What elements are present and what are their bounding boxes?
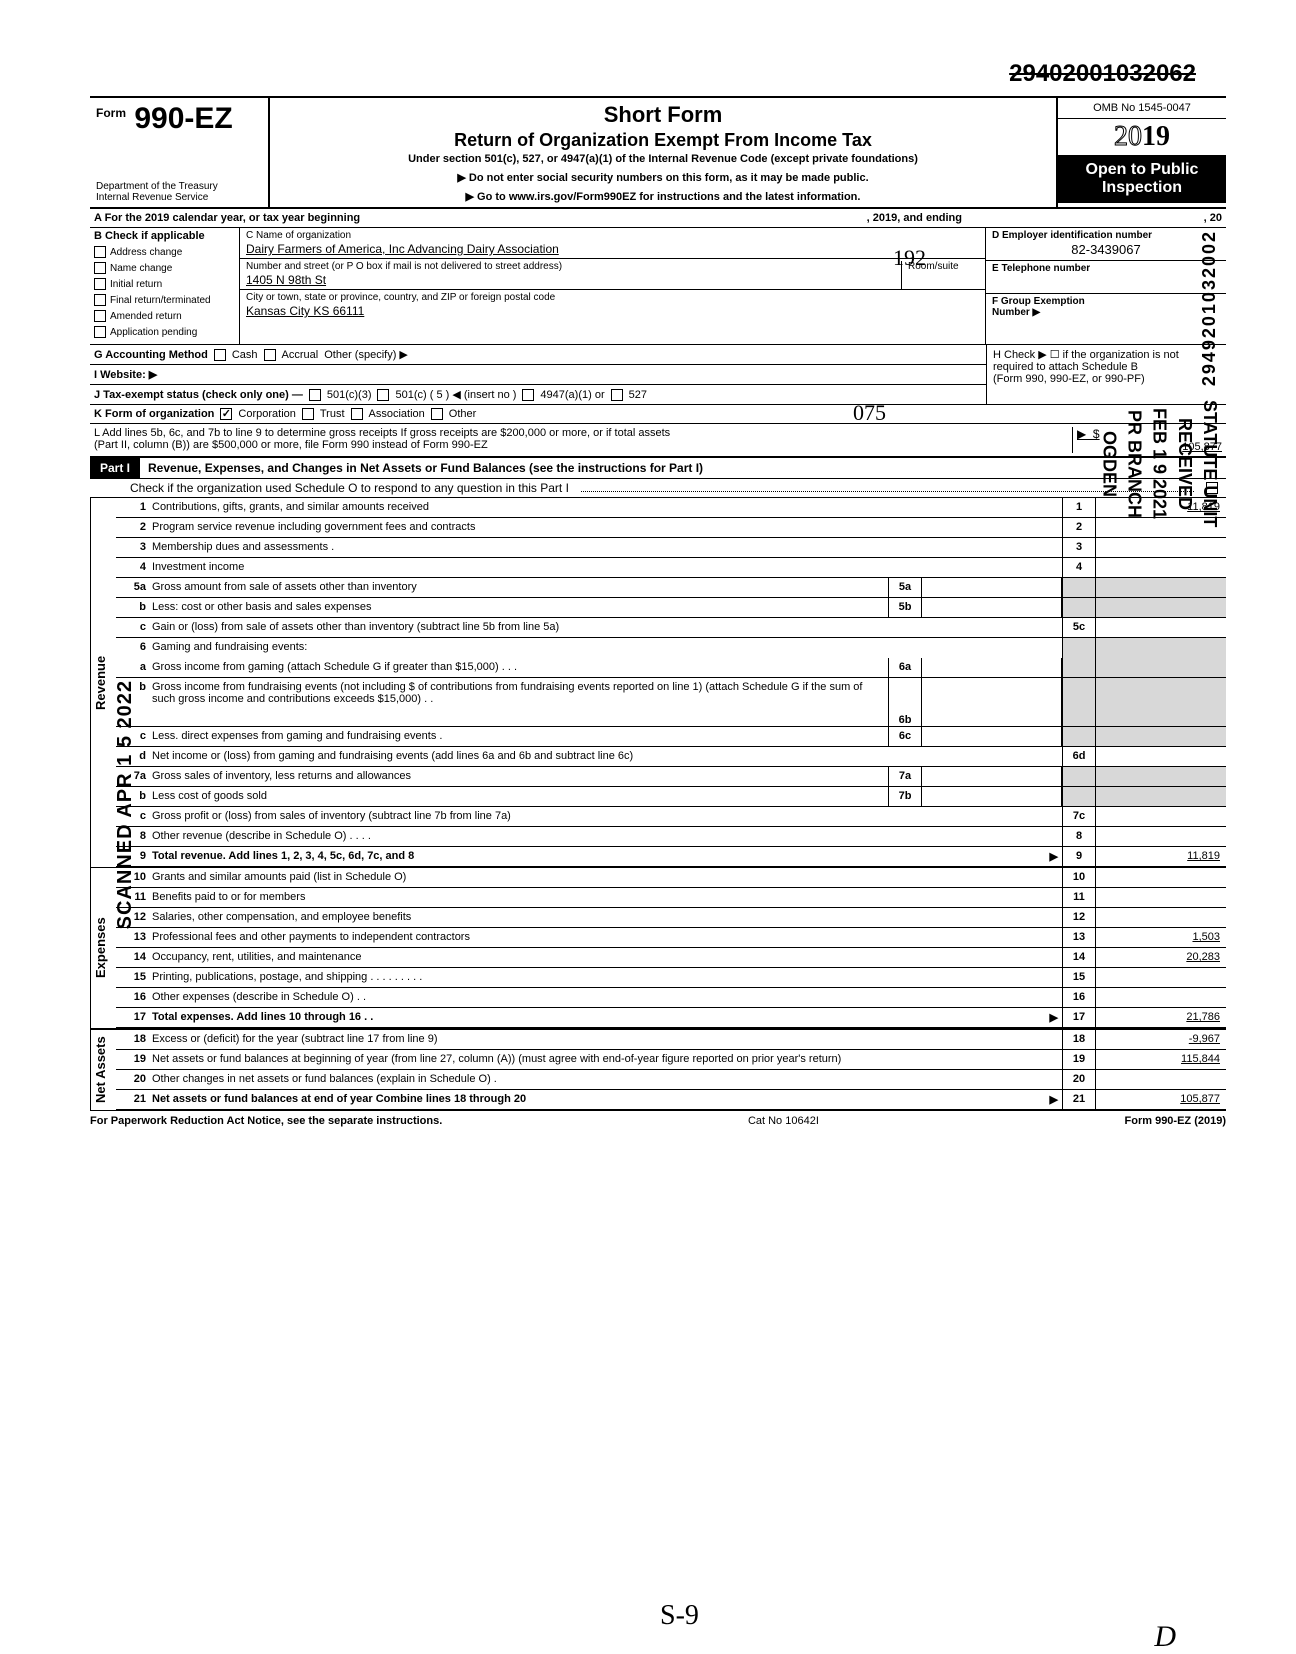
open-to-public: Open to Public Inspection xyxy=(1058,155,1226,203)
city-value: Kansas City KS 66111 xyxy=(246,304,979,318)
org-name-label: C Name of organization xyxy=(246,230,979,241)
street-value: 1405 N 98th St xyxy=(246,273,979,287)
chk-501c3[interactable] xyxy=(309,389,321,401)
form-number: Form 990-EZ xyxy=(96,102,262,136)
revenue-section: Revenue 1Contributions, gifts, grants, a… xyxy=(90,498,1226,867)
ein-label: D Employer identification number xyxy=(992,230,1220,241)
row-l-gross-receipts: L Add lines 5b, 6c, and 7b to line 9 to … xyxy=(90,424,1226,458)
title-return: Return of Organization Exempt From Incom… xyxy=(278,130,1048,151)
col-b-checkboxes: B Check if applicable Address change Nam… xyxy=(90,228,240,344)
side-code: 2949201032002 xyxy=(1199,230,1220,386)
chk-final-return[interactable]: Final return/terminated xyxy=(94,294,235,306)
part-1-schedule-o-check: Check if the organization used Schedule … xyxy=(90,479,1226,498)
chk-4947[interactable] xyxy=(522,389,534,401)
org-name-value: Dairy Farmers of America, Inc Advancing … xyxy=(246,242,979,256)
scanned-stamp: SCANNED APR 1 5 2022 xyxy=(114,680,137,929)
header-row: Form 990-EZ Department of the Treasury I… xyxy=(90,96,1226,209)
group-exemption-label: F Group ExemptionNumber ▶ xyxy=(992,296,1220,318)
handwriting-3: S-9 xyxy=(660,1600,699,1632)
chk-corporation[interactable] xyxy=(220,408,232,420)
phone-label: E Telephone number xyxy=(992,263,1220,274)
handwriting-1: 192 xyxy=(893,245,926,271)
street-label: Number and street (or P O box if mail is… xyxy=(246,261,979,272)
col-de: D Employer identification number 82-3439… xyxy=(986,228,1226,344)
chk-association[interactable] xyxy=(351,408,363,420)
chk-amended-return[interactable]: Amended return xyxy=(94,310,235,322)
chk-501c[interactable] xyxy=(377,389,389,401)
tax-year: 2019 xyxy=(1058,119,1226,155)
chk-cash[interactable] xyxy=(214,349,226,361)
ssn-warning: ▶ Do not enter social security numbers o… xyxy=(278,171,1048,184)
net-assets-section: Net Assets 18Excess or (deficit) for the… xyxy=(90,1028,1226,1110)
chk-other[interactable] xyxy=(431,408,443,420)
omb-number: OMB No 1545-0047 xyxy=(1058,98,1226,119)
handwriting-2: 075 xyxy=(853,400,886,426)
row-h-schedule-b: H Check ▶ ☐ if the organization is not r… xyxy=(986,345,1226,404)
chk-trust[interactable] xyxy=(302,408,314,420)
part-1-header: Part I Revenue, Expenses, and Changes in… xyxy=(90,458,1226,479)
title-under: Under section 501(c), 527, or 4947(a)(1)… xyxy=(278,153,1048,165)
expenses-section: Expenses 10Grants and similar amounts pa… xyxy=(90,867,1226,1028)
dept-treasury: Department of the Treasury Internal Reve… xyxy=(96,181,262,203)
ein-value: 82-3439067 xyxy=(992,242,1220,257)
chk-address-change[interactable]: Address change xyxy=(94,246,235,258)
goto-link: ▶ Go to www.irs.gov/Form990EZ for instru… xyxy=(278,190,1048,203)
row-k-label: K Form of organization xyxy=(94,408,214,420)
chk-accrual[interactable] xyxy=(264,349,276,361)
row-i-website: I Website: ▶ xyxy=(94,368,157,381)
row-g-label: G Accounting Method xyxy=(94,349,208,361)
chk-name-change[interactable]: Name change xyxy=(94,262,235,274)
handwriting-4: D xyxy=(1154,1620,1176,1654)
row-a-tax-year: A For the 2019 calendar year, or tax yea… xyxy=(90,209,1226,228)
chk-initial-return[interactable]: Initial return xyxy=(94,278,235,290)
chk-527[interactable] xyxy=(611,389,623,401)
row-j-label: J Tax-exempt status (check only one) — xyxy=(94,389,303,401)
page-footer: For Paperwork Reduction Act Notice, see … xyxy=(90,1110,1226,1127)
title-short-form: Short Form xyxy=(278,102,1048,128)
block-bcd: B Check if applicable Address change Nam… xyxy=(90,228,1226,345)
chk-application-pending[interactable]: Application pending xyxy=(94,326,235,338)
col-c-org-info: C Name of organization Dairy Farmers of … xyxy=(240,228,986,344)
received-stamp: STATUTE UNIT RECEIVED FEB 1 9 2021 PR BR… xyxy=(1096,400,1222,527)
dln-stamp: 29402001032062 xyxy=(90,60,1226,88)
city-label: City or town, state or province, country… xyxy=(246,292,979,303)
